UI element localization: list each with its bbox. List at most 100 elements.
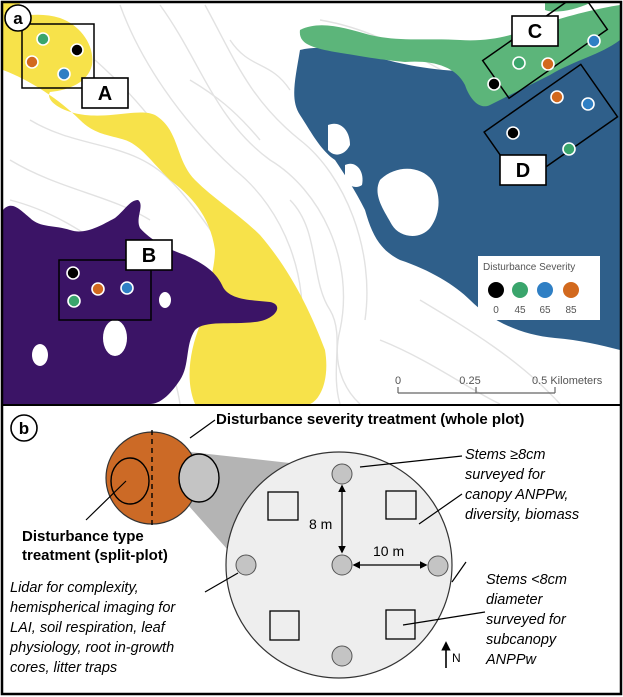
plot-dot — [587, 34, 601, 48]
stems-small-line1: Stems <8cm — [486, 572, 567, 588]
lidar-note-line5: cores, litter traps — [10, 660, 117, 676]
stems-large-notes: Stems ≥8cm surveyed for canopy ANPPw, di… — [465, 447, 579, 523]
site-box-a — [21, 23, 95, 89]
leader-lidar — [204, 572, 239, 593]
plot-dot — [562, 142, 576, 156]
blue-hole-3 — [345, 163, 363, 187]
site-label-a-text: A — [98, 83, 112, 105]
site-c-plots — [487, 34, 601, 91]
site-label-d-text: D — [516, 160, 530, 182]
plot-dot — [91, 282, 105, 296]
leader-plot-edge — [451, 561, 467, 583]
lidar-note-line3: LAI, soil respiration, leaf — [10, 620, 167, 636]
scale-tick-0: 0 — [395, 375, 401, 387]
panel-a-letter: a — [4, 4, 32, 32]
site-label-d: D — [499, 154, 547, 186]
legend-value-45: 45 — [514, 305, 526, 316]
site-a-plots — [25, 32, 84, 81]
plot-dot — [487, 77, 501, 91]
legend-value-0: 0 — [493, 305, 499, 316]
type-treatment-label-line2: treatment (split-plot) — [22, 547, 168, 564]
legend-swatch-45 — [512, 282, 528, 298]
site-d-plots — [506, 90, 595, 156]
subplot-square — [385, 609, 416, 640]
scale-tick-05: 0.5 Kilometers — [532, 375, 603, 387]
leader-stems-large-2 — [418, 493, 463, 525]
panel-b: b 8 m 10 m — [3, 404, 620, 679]
leader-type — [85, 480, 127, 521]
north-arrow: N — [441, 641, 461, 668]
plot-dot — [66, 266, 80, 280]
plot-dot — [120, 281, 134, 295]
site-label-c: C — [511, 15, 559, 47]
stems-large-line4: diversity, biomass — [465, 507, 579, 523]
purple-hole-3 — [159, 292, 171, 308]
blue-hole-1 — [377, 168, 439, 236]
plot-dot — [512, 56, 526, 70]
scale-tick-025: 0.25 — [459, 375, 480, 387]
severity-treatment-label: Disturbance severity treatment (whole pl… — [216, 411, 524, 428]
sampling-point — [331, 463, 353, 485]
lidar-note-line4: physiology, root in-growth — [9, 640, 174, 656]
site-label-b-text: B — [142, 245, 156, 267]
site-label-b: B — [125, 239, 173, 271]
stems-small-line2: diameter — [486, 592, 544, 608]
subplot-square — [267, 491, 299, 521]
legend-value-65: 65 — [539, 305, 551, 316]
type-treatment-label-line1: Disturbance type — [22, 528, 144, 545]
stems-small-line5: ANPPw — [485, 652, 537, 668]
stems-small-notes: Stems <8cm diameter surveyed for subcano… — [485, 572, 567, 668]
site-label-a: A — [81, 77, 129, 109]
sampling-point — [331, 645, 353, 667]
severity-legend: Disturbance Severity 0 45 65 85 — [478, 256, 600, 320]
stems-large-line3: canopy ANPPw, — [465, 487, 568, 503]
purple-hole-1 — [103, 320, 127, 356]
subplot-square — [385, 490, 417, 520]
stems-large-line1: Stems ≥8cm — [465, 447, 545, 463]
panel-b-letter-text: b — [19, 419, 29, 438]
legend-value-85: 85 — [565, 305, 577, 316]
legend-swatch-65 — [537, 282, 553, 298]
lidar-notes: Lidar for complexity, hemispherical imag… — [9, 580, 176, 676]
plot-dot — [57, 67, 71, 81]
stems-small-line4: subcanopy — [486, 632, 557, 648]
dim-8m-label: 8 m — [309, 516, 332, 532]
plot-dot — [25, 55, 39, 69]
north-label: N — [452, 651, 461, 665]
plot-dot — [36, 32, 50, 46]
subplot-square — [269, 610, 300, 641]
plot-dot — [581, 97, 595, 111]
scale-bar: 0 0.25 0.5 Kilometers — [395, 375, 603, 394]
site-box-b — [58, 259, 152, 321]
blue-hole-2 — [328, 123, 350, 155]
stems-large-line2: surveyed for — [465, 467, 546, 483]
plot-dot — [550, 90, 564, 104]
leader-severity — [189, 419, 216, 439]
lidar-note-line2: hemispherical imaging for — [10, 600, 176, 616]
stems-small-line3: surveyed for — [486, 612, 567, 628]
panel-b-letter: b — [10, 414, 38, 442]
purple-hole-2 — [32, 344, 48, 366]
site-label-c-text: C — [528, 21, 542, 43]
sampling-point — [331, 554, 353, 576]
sampling-point — [427, 555, 449, 577]
split-subplot-left — [110, 457, 150, 505]
legend-swatch-85 — [563, 282, 579, 298]
plot-dot — [67, 294, 81, 308]
leader-stems-small — [402, 611, 486, 626]
legend-title: Disturbance Severity — [483, 262, 575, 273]
legend-swatch-0 — [488, 282, 504, 298]
dim-10m-label: 10 m — [373, 543, 404, 559]
site-b-plots — [66, 266, 134, 308]
leader-stems-large — [359, 455, 463, 468]
plot-dot — [70, 43, 84, 57]
panel-a: A B C D Disturbance Severity — [3, 3, 620, 404]
plot-dot — [506, 126, 520, 140]
split-subplot-right — [178, 453, 220, 503]
panel-a-letter-text: a — [13, 9, 23, 28]
sampling-point — [235, 554, 257, 576]
purple-region — [3, 200, 278, 404]
lidar-note-line1: Lidar for complexity, — [10, 580, 139, 596]
